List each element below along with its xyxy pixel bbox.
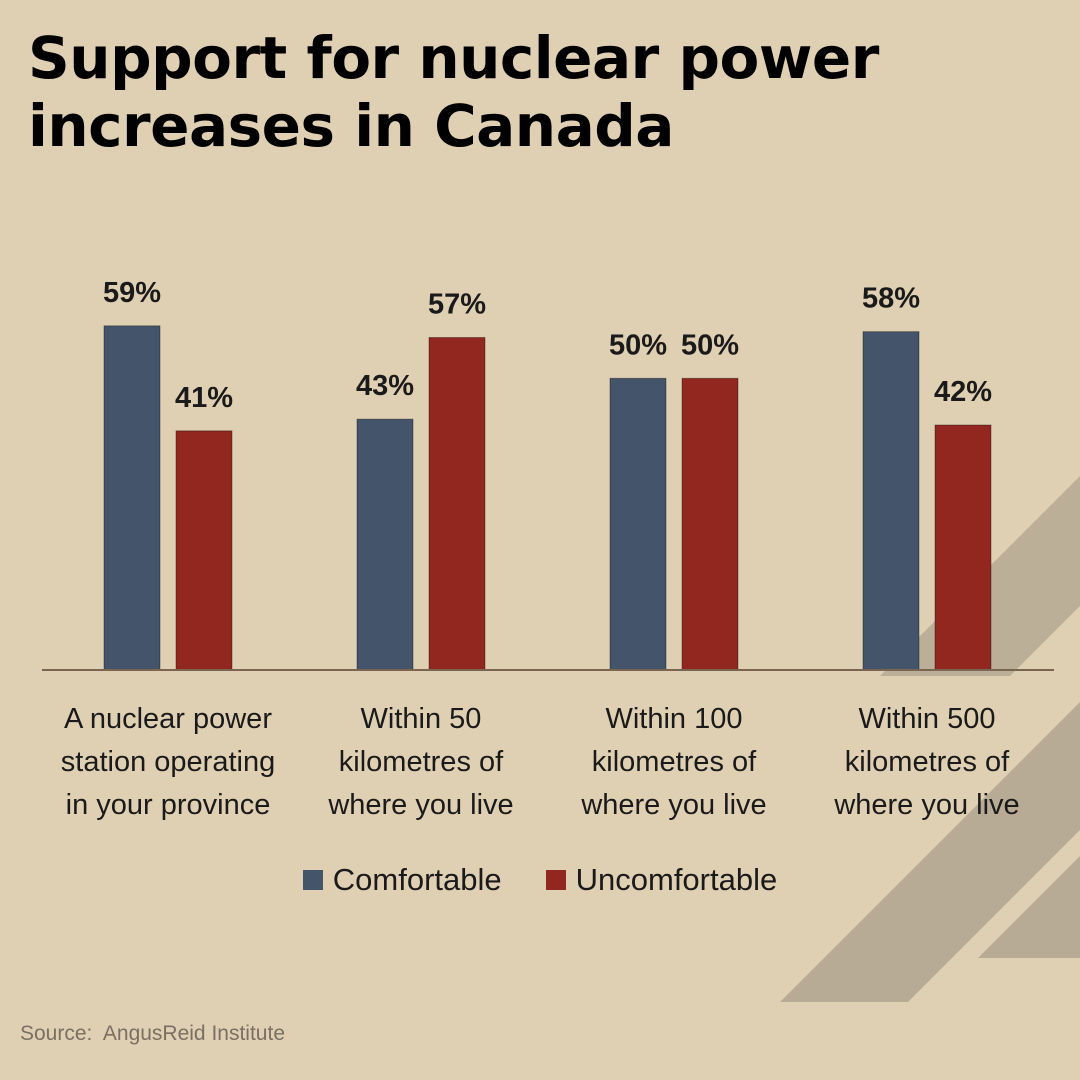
- data-label-comfortable-2: 50%: [609, 329, 667, 361]
- decorative-stripe-large: [780, 702, 1080, 1002]
- legend-swatch-comfortable: [302, 870, 323, 890]
- bar-comfortable-2: [609, 377, 667, 671]
- data-label-uncomfortable-0: 41%: [175, 382, 233, 414]
- category-label-0-line-0: A nuclear power: [64, 703, 272, 735]
- category-label-1-line-1: kilometres of: [339, 746, 504, 778]
- legend-item-comfortable: Comfortable: [302, 862, 502, 898]
- page-title: Support for nuclear power increases in C…: [28, 24, 879, 160]
- bar-comfortable-0: [103, 325, 161, 671]
- category-label-1-line-0: Within 50: [361, 703, 482, 735]
- bars-layer: [103, 325, 992, 671]
- category-label-3-line-0: Within 500: [858, 703, 995, 735]
- data-label-comfortable-1: 43%: [356, 370, 414, 402]
- legend-item-uncomfortable: Uncomfortable: [545, 862, 778, 898]
- category-label-2-line-2: where you live: [580, 789, 766, 821]
- decorative-stripe-small: [978, 856, 1080, 958]
- bar-uncomfortable-3: [934, 424, 992, 671]
- category-label-2-line-0: Within 100: [605, 703, 742, 735]
- data-label-comfortable-3: 58%: [862, 283, 920, 315]
- category-label-0-line-1: station operating: [61, 746, 275, 778]
- category-label-1-line-2: where you live: [327, 789, 513, 821]
- category-label-2-line-1: kilometres of: [592, 746, 757, 778]
- labels-layer: 59% 41% A nuclear power station operating in…: [61, 277, 1020, 821]
- legend-label-uncomfortable: Uncomfortable: [575, 862, 778, 897]
- category-label-0-line-2: in your province: [66, 789, 271, 821]
- data-label-uncomfortable-1: 57%: [428, 289, 486, 321]
- legend-swatch-uncomfortable: [545, 870, 566, 890]
- bar-chart: 59% 41% A nuclear power station operating in…: [42, 277, 1054, 821]
- bar-comfortable-3: [862, 331, 920, 671]
- data-label-uncomfortable-2: 50%: [681, 329, 739, 361]
- data-label-uncomfortable-3: 42%: [934, 376, 992, 408]
- source-note: Source: AngusReid Institute: [20, 1022, 285, 1045]
- chart-legend: Comfortable Uncomfortable: [0, 862, 1080, 898]
- data-label-comfortable-0: 59%: [103, 277, 161, 309]
- legend-label-comfortable: Comfortable: [332, 862, 502, 897]
- bar-uncomfortable-0: [175, 430, 233, 671]
- bar-uncomfortable-1: [428, 337, 486, 671]
- category-label-3-line-2: where you live: [833, 789, 1019, 821]
- bar-comfortable-1: [356, 418, 414, 671]
- category-label-3-line-1: kilometres of: [845, 746, 1010, 778]
- bar-uncomfortable-2: [681, 377, 739, 671]
